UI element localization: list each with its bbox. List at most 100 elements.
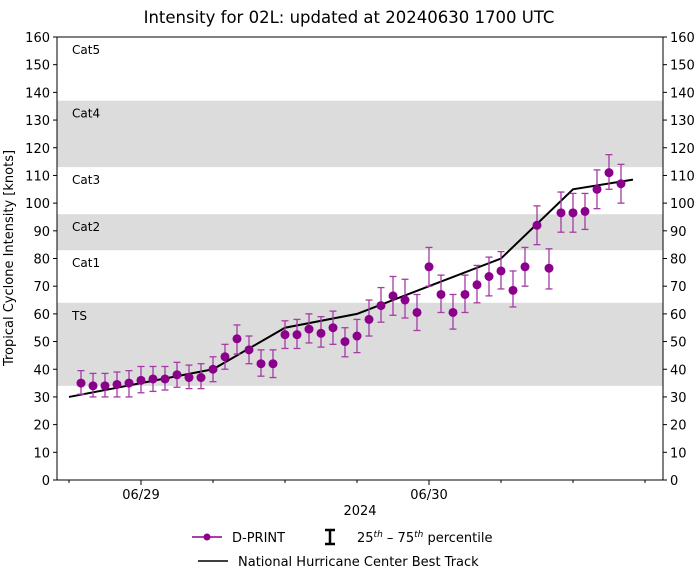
dprint-point: [568, 192, 578, 233]
y-tick-label-right: 100: [670, 197, 695, 212]
dprint-point: [364, 299, 374, 337]
dprint-point: [268, 349, 278, 379]
x-axis-label: 2024: [343, 504, 376, 519]
dprint-marker: [436, 289, 446, 299]
y-tick-label-right: 30: [670, 391, 687, 406]
dprint-point: [208, 356, 218, 383]
y-tick-label-left: 90: [33, 225, 50, 240]
dprint-marker: [136, 375, 146, 385]
dprint-point: [88, 372, 98, 398]
y-tick-label-right: 20: [670, 419, 687, 434]
dprint-marker: [532, 220, 542, 230]
dprint-point: [424, 246, 434, 287]
band-label-ts: TS: [71, 309, 87, 323]
dprint-point: [328, 310, 338, 345]
dprint-marker: [604, 168, 614, 178]
y-tick-label-left: 50: [33, 336, 50, 351]
dprint-marker: [484, 271, 494, 281]
y-tick-label-right: 50: [670, 336, 687, 351]
dprint-marker: [340, 337, 350, 347]
dprint-point: [460, 274, 470, 314]
dprint-point: [388, 275, 398, 316]
y-tick-label-left: 100: [25, 197, 50, 212]
dprint-point: [532, 205, 542, 246]
dprint-point: [412, 293, 422, 332]
dprint-point: [220, 343, 230, 370]
dprint-marker: [544, 263, 554, 273]
dprint-marker: [388, 291, 398, 301]
dprint-marker: [196, 373, 206, 383]
dprint-point: [280, 320, 290, 350]
dprint-marker: [88, 381, 98, 391]
dprint-marker: [268, 359, 278, 369]
dprint-marker: [232, 334, 242, 344]
band-ts: [57, 302, 663, 386]
legend-dprint-marker: [203, 533, 211, 541]
y-tick-label-left: 60: [33, 308, 50, 323]
dprint-marker: [364, 314, 374, 324]
legend-dprint-label: D-PRINT: [232, 531, 285, 546]
y-tick-label-left: 150: [25, 59, 50, 74]
dprint-marker: [244, 345, 254, 355]
dprint-point: [508, 270, 518, 308]
dprint-point: [100, 372, 110, 398]
y-tick-label-left: 30: [33, 391, 50, 406]
dprint-point: [256, 349, 266, 377]
dprint-marker: [352, 331, 362, 341]
dprint-point: [616, 163, 626, 204]
y-tick-label-left: 160: [25, 31, 50, 46]
dprint-point: [124, 369, 134, 398]
band-label-cat5: Cat5: [72, 43, 100, 57]
dprint-point: [244, 335, 254, 365]
dprint-point: [184, 364, 194, 390]
dprint-marker: [508, 285, 518, 295]
dprint-marker: [400, 295, 410, 305]
dprint-marker: [424, 262, 434, 272]
dprint-point: [352, 318, 362, 354]
y-tick-label-right: 150: [670, 59, 695, 74]
dprint-marker: [112, 379, 122, 389]
dprint-point: [76, 369, 86, 395]
dprint-marker: [412, 307, 422, 317]
plot-frame: [56, 36, 664, 481]
y-tick-label-left: 80: [33, 253, 50, 268]
dprint-marker: [256, 359, 266, 369]
dprint-marker: [328, 323, 338, 333]
dprint-point: [448, 293, 458, 330]
dprint-point: [136, 365, 146, 394]
y-tick-label-left: 0: [42, 474, 50, 489]
y-tick-label-right: 40: [670, 363, 687, 378]
band-cat4: [57, 100, 663, 168]
y-tick-label-right: 80: [670, 253, 687, 268]
dprint-marker: [280, 330, 290, 340]
y-tick-label-right: 60: [670, 308, 687, 323]
y-tick-label-left: 40: [33, 363, 50, 378]
y-tick-label-left: 110: [25, 169, 50, 184]
dprint-marker: [316, 328, 326, 338]
dprint-marker: [160, 374, 170, 384]
dprint-marker: [472, 280, 482, 290]
y-tick-label-left: 70: [33, 280, 50, 295]
y-tick-label-left: 140: [25, 86, 50, 101]
dprint-point: [484, 256, 494, 297]
dprint-marker: [208, 364, 218, 374]
dprint-point: [304, 313, 314, 344]
dprint-marker: [592, 184, 602, 194]
dprint-marker: [376, 301, 386, 311]
dprint-marker: [460, 289, 470, 299]
dprint-marker: [292, 330, 302, 340]
y-tick-label-right: 160: [670, 31, 695, 46]
dprint-point: [316, 315, 326, 348]
category-bands: TS Cat1 Cat2 Cat3 Cat4 Cat5: [57, 43, 663, 386]
band-label-cat4: Cat4: [72, 107, 100, 121]
dprint-point: [112, 371, 122, 398]
y-tick-label-right: 120: [670, 142, 695, 157]
dprint-point: [400, 278, 410, 319]
dprint-point: [160, 365, 170, 391]
x-tick-label: 06/29: [122, 488, 159, 503]
dprint-marker: [76, 378, 86, 388]
y-tick-label-right: 110: [670, 169, 695, 184]
dprint-point: [436, 274, 446, 314]
dprint-point: [148, 365, 158, 393]
